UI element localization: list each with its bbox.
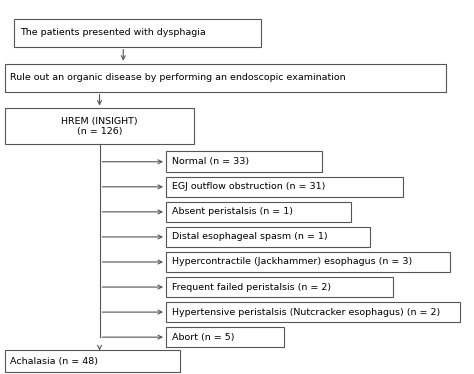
FancyBboxPatch shape [166, 252, 450, 272]
FancyBboxPatch shape [166, 277, 393, 297]
FancyBboxPatch shape [166, 151, 322, 172]
Text: Achalasia (n = 48): Achalasia (n = 48) [10, 357, 99, 366]
FancyBboxPatch shape [5, 64, 446, 92]
FancyBboxPatch shape [166, 302, 460, 322]
Text: Abort (n = 5): Abort (n = 5) [172, 332, 234, 342]
Text: Frequent failed peristalsis (n = 2): Frequent failed peristalsis (n = 2) [172, 282, 331, 292]
FancyBboxPatch shape [166, 202, 351, 222]
Text: HREM (INSIGHT)
(n = 126): HREM (INSIGHT) (n = 126) [61, 117, 138, 136]
Text: The patients presented with dysphagia: The patients presented with dysphagia [20, 28, 206, 37]
FancyBboxPatch shape [5, 108, 194, 144]
FancyBboxPatch shape [166, 327, 284, 347]
FancyBboxPatch shape [5, 350, 180, 372]
Text: Absent peristalsis (n = 1): Absent peristalsis (n = 1) [172, 207, 292, 217]
Text: EGJ outflow obstruction (n = 31): EGJ outflow obstruction (n = 31) [172, 182, 325, 191]
Text: Hypercontractile (Jackhammer) esophagus (n = 3): Hypercontractile (Jackhammer) esophagus … [172, 257, 412, 267]
FancyBboxPatch shape [166, 177, 403, 197]
Text: Normal (n = 33): Normal (n = 33) [172, 157, 249, 166]
Text: Rule out an organic disease by performing an endoscopic examination: Rule out an organic disease by performin… [10, 73, 346, 82]
FancyBboxPatch shape [14, 19, 261, 47]
FancyBboxPatch shape [166, 227, 370, 247]
Text: Distal esophageal spasm (n = 1): Distal esophageal spasm (n = 1) [172, 232, 327, 242]
Text: Hypertensive peristalsis (Nutcracker esophagus) (n = 2): Hypertensive peristalsis (Nutcracker eso… [172, 307, 440, 317]
